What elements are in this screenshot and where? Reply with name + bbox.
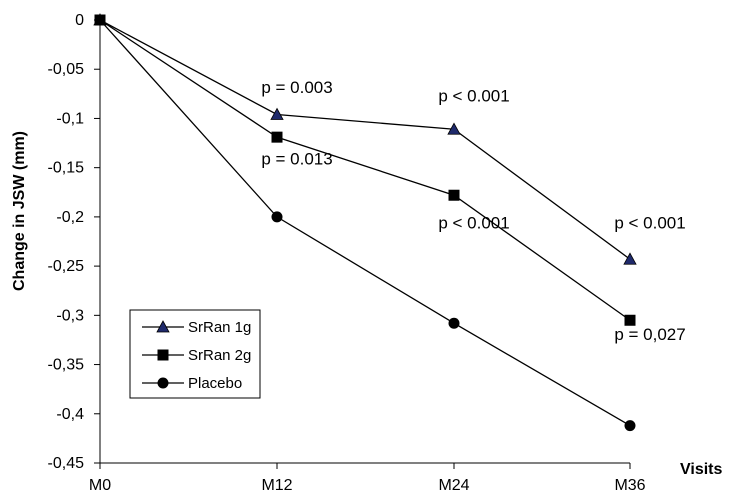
annotations: p = 0.003 p = 0.013 p < 0.001 p < 0.001 p < … [261, 78, 685, 344]
y-tick-label: -0,15 [48, 160, 85, 177]
series-line [99, 19, 631, 260]
legend-label: SrRan 1g [188, 319, 251, 336]
legend-swatch-marker [157, 349, 169, 361]
data-point [270, 107, 284, 120]
data-point [271, 211, 283, 223]
x-tick-label: M12 [261, 477, 292, 492]
legend-swatch-marker [156, 320, 170, 333]
legend-swatch-marker [157, 377, 169, 389]
legend-label: Placebo [188, 375, 242, 392]
y-tick-label: -0,3 [56, 307, 84, 324]
y-tick-label: -0,25 [48, 258, 85, 275]
x-tick-label: M24 [438, 477, 469, 492]
series-line [99, 19, 631, 427]
y-tick-label: -0,05 [48, 61, 85, 78]
y-tick-label: -0,1 [56, 110, 84, 127]
p-value-annotation: p = 0,027 [614, 325, 685, 344]
x-tick-label: M0 [89, 477, 111, 492]
y-tick-label: 0 [75, 12, 84, 29]
legend-label: SrRan 2g [188, 347, 251, 364]
series-srran-1g [93, 13, 637, 265]
x-axis-title: Visits [680, 461, 723, 478]
data-point [624, 420, 636, 432]
data-point [271, 131, 283, 143]
x-tick-label: M36 [614, 477, 645, 492]
data-point [448, 317, 460, 329]
p-value-annotation: p < 0.001 [438, 214, 509, 233]
series-srran-2g [94, 14, 636, 326]
data-point [448, 189, 460, 201]
data-point [447, 122, 461, 135]
series-line [99, 19, 631, 321]
y-tick-label: -0,2 [56, 209, 84, 226]
data-point [623, 252, 637, 265]
p-value-annotation: p < 0.001 [614, 214, 685, 233]
y-tick-label: -0,4 [56, 406, 84, 423]
p-value-annotation: p = 0.013 [261, 150, 332, 169]
p-value-annotation: p = 0.003 [261, 78, 332, 97]
legend: SrRan 1g SrRan 2g Placebo [129, 309, 261, 399]
series-layer [93, 13, 637, 432]
p-value-annotation: p < 0.001 [438, 87, 509, 106]
y-tick-label: -0,35 [48, 357, 85, 374]
data-point [624, 314, 636, 326]
y-axis-title: Change in JSW (mm) [11, 131, 28, 291]
series-placebo [94, 14, 636, 432]
axes: 0 -0,05 -0,1 -0,15 -0,2 -0,25 -0,3 -0,35 -0,4 -0,… [48, 12, 646, 492]
y-tick-label: -0,45 [48, 455, 85, 472]
data-point [94, 14, 106, 26]
